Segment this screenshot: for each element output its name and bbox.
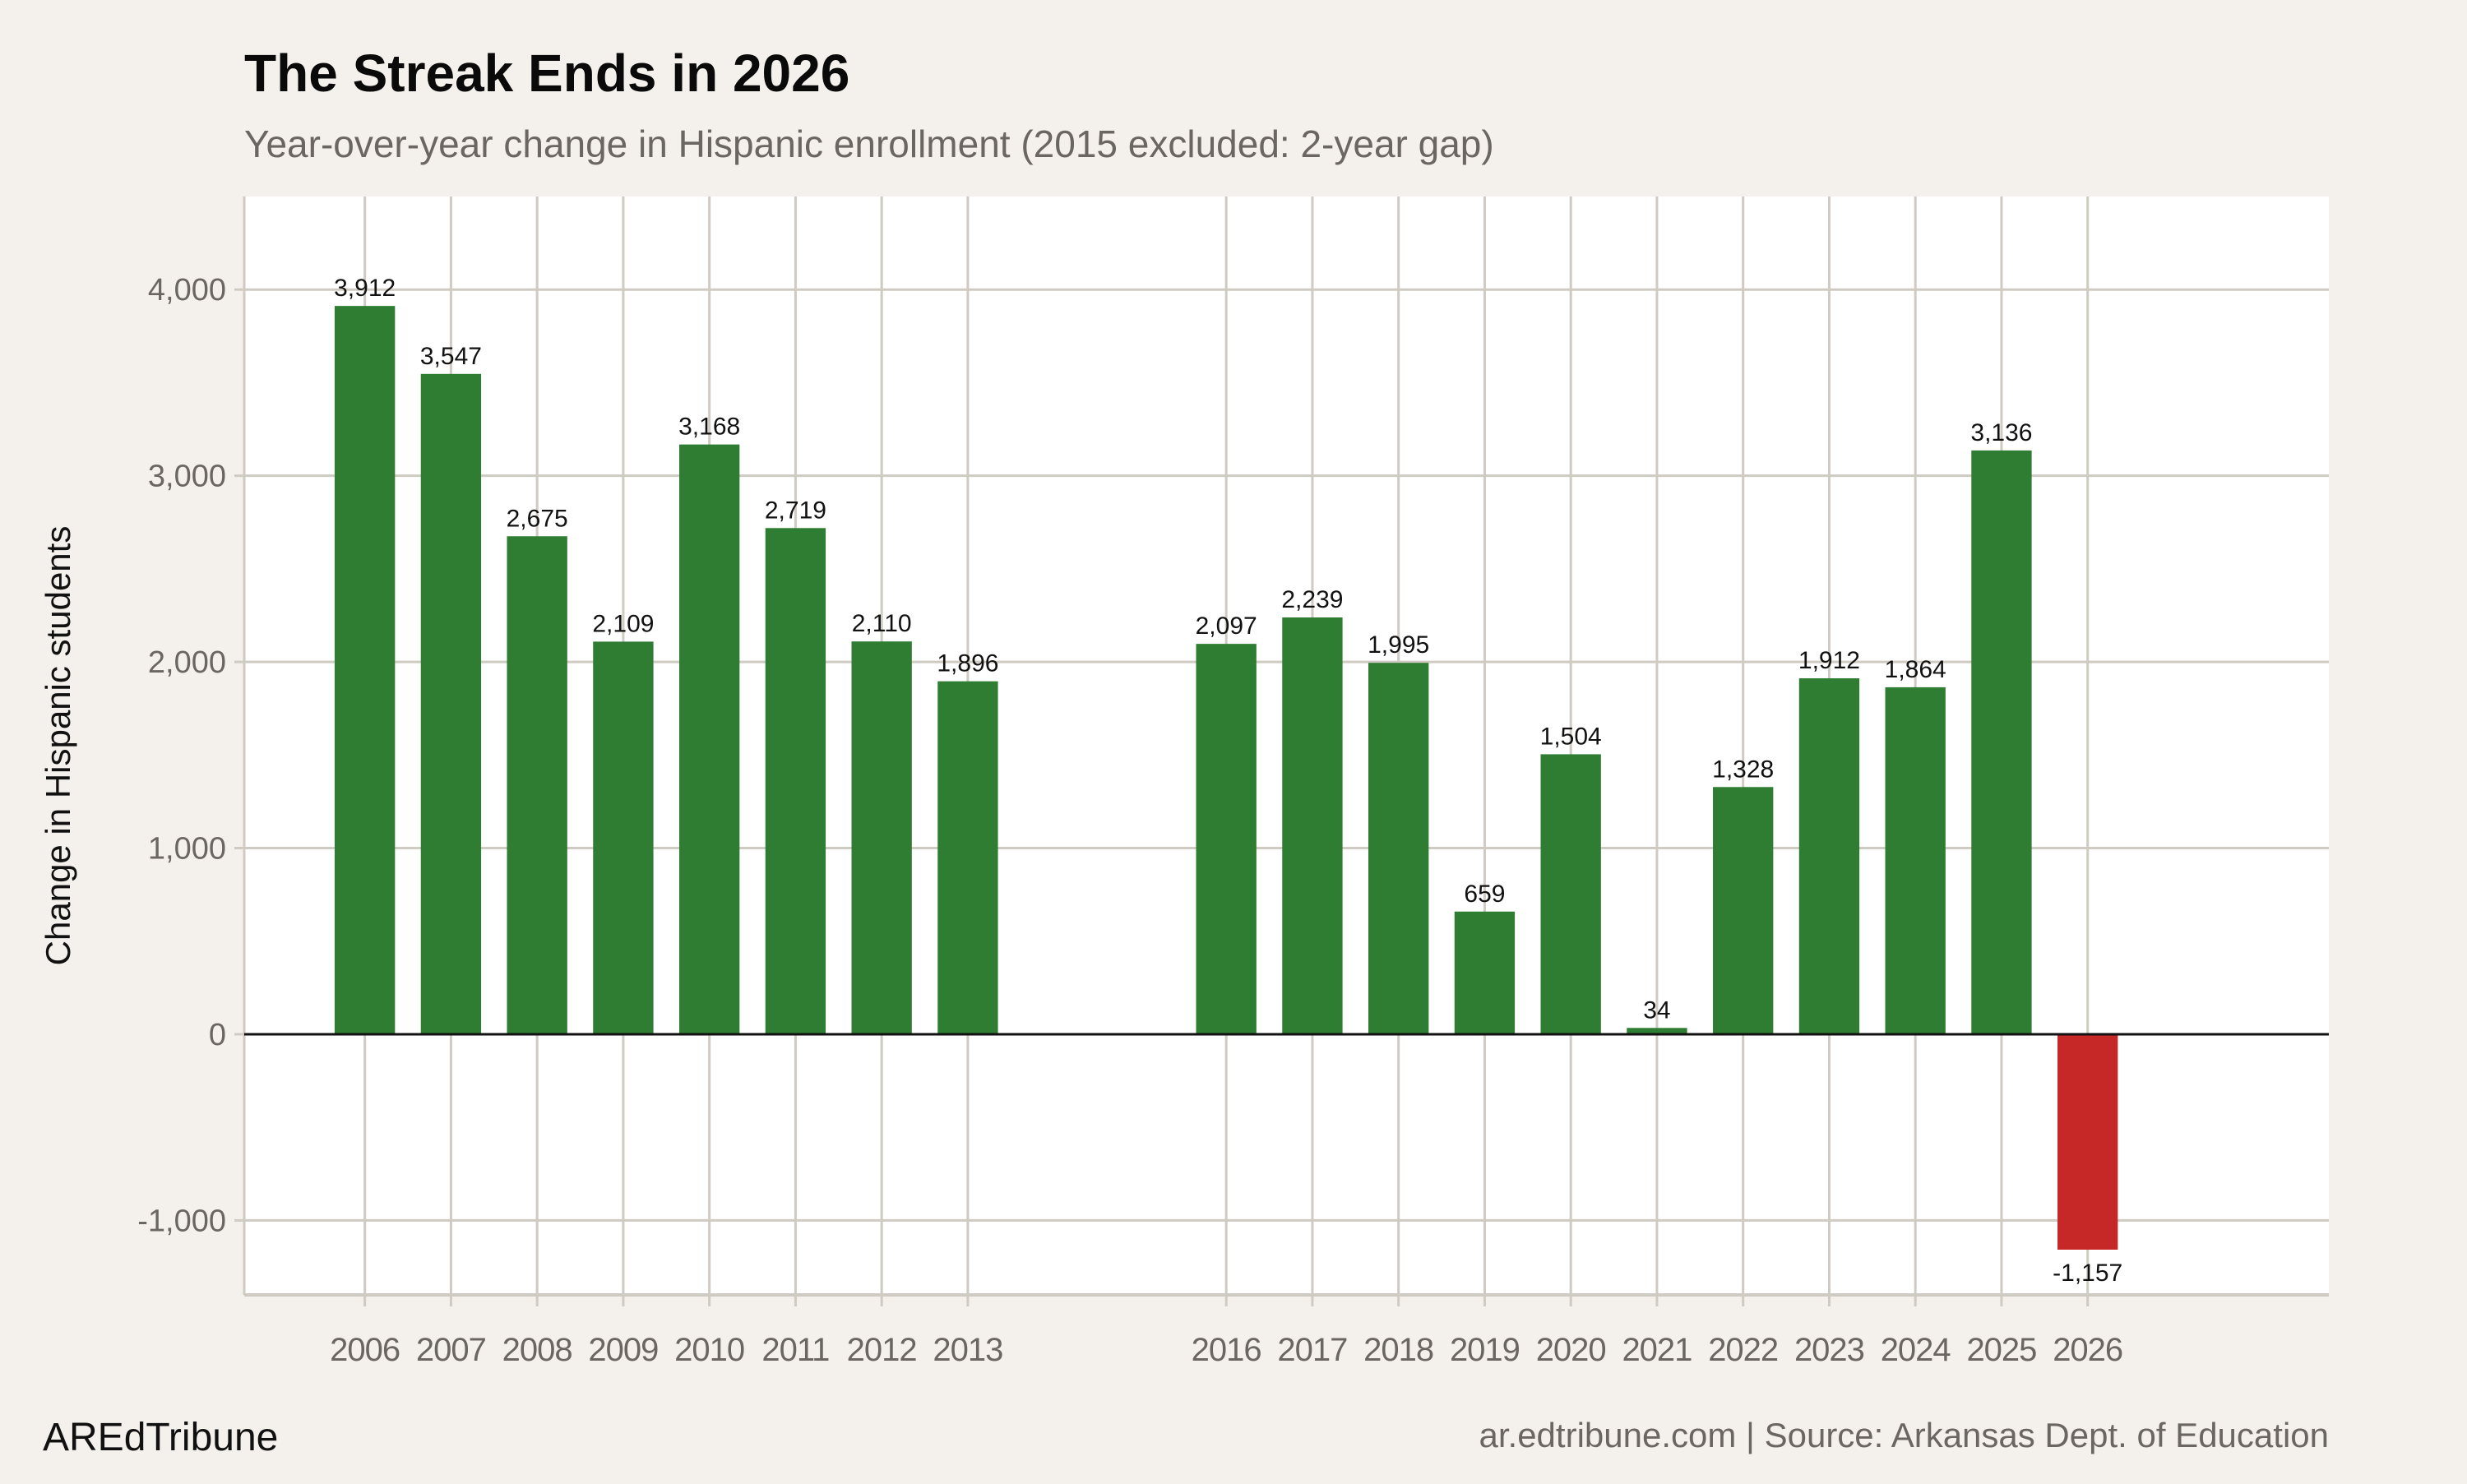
bar-2008 [507,536,567,1034]
x-tick-label: 2017 [1277,1332,1347,1368]
bar-2023 [1798,678,1860,1034]
y-tick-label: 3,000 [148,460,226,494]
data-label-2026: -1,157 [2053,1260,2122,1287]
chart-title: The Streak Ends in 2026 [244,44,849,103]
bar-2009 [593,641,654,1034]
y-tick-label: 4,000 [148,273,226,307]
data-label-2007: 3,547 [420,343,482,370]
source-note: ar.edtribune.com | Source: Arkansas Dept… [1479,1416,2330,1454]
bar-2024 [1885,687,1946,1034]
x-tick-label: 2008 [502,1332,572,1368]
data-label-2018: 1,995 [1368,631,1429,659]
data-label-2023: 1,912 [1798,647,1860,674]
x-tick-label: 2006 [330,1332,400,1368]
x-tick-label: 2019 [1450,1332,1520,1368]
bar-2016 [1196,644,1257,1034]
x-tick-label: 2020 [1536,1332,1606,1368]
x-tick-label: 2010 [674,1332,744,1368]
bar-2011 [765,528,826,1034]
x-tick-label: 2022 [1708,1332,1778,1368]
x-tick-label: 2013 [933,1332,1002,1368]
bar-2026 [2057,1033,2118,1250]
bars [244,306,2329,1250]
data-label-2006: 3,912 [334,275,396,302]
data-label-2009: 2,109 [592,610,654,637]
bar-2007 [420,373,482,1034]
bar-2018 [1368,663,1429,1034]
x-tick-label: 2026 [2053,1332,2122,1368]
data-label-2017: 2,239 [1281,586,1343,613]
x-tick-label: 2023 [1794,1332,1864,1368]
y-axis-ticks: -1,000 0 1,000 2,000 3,000 4,000 [137,273,244,1238]
x-tick-label: 2018 [1363,1332,1433,1368]
x-tick-label: 2009 [588,1332,658,1368]
data-label-2024: 1,864 [1885,656,1946,683]
data-label-2025: 3,136 [1970,419,2032,446]
data-label-2019: 659 [1464,881,1505,908]
x-tick-label: 2012 [847,1332,917,1368]
data-label-2011: 2,719 [765,497,826,524]
y-tick-label: -1,000 [137,1204,226,1238]
bar-2020 [1540,754,1601,1034]
y-tick-label: 1,000 [148,832,226,867]
data-label-2022: 1,328 [1712,756,1774,783]
y-tick-label: 0 [209,1018,226,1052]
data-label-2008: 2,675 [507,505,568,532]
data-label-2020: 1,504 [1540,723,1602,750]
data-label-2010: 3,168 [678,414,740,441]
data-label-2012: 2,110 [852,610,912,637]
bar-2017 [1282,617,1343,1034]
bar-2025 [1971,450,2032,1034]
x-tick-label: 2011 [761,1332,829,1368]
y-tick-label: 2,000 [148,645,226,680]
bar-2006 [334,306,396,1034]
bar-2013 [937,681,998,1034]
bar-2010 [678,444,740,1034]
bar-2022 [1713,787,1774,1034]
y-axis-title: Change in Hispanic students [39,526,77,966]
chart-subtitle: Year-over-year change in Hispanic enroll… [244,123,1494,165]
x-tick-label: 2024 [1881,1332,1951,1368]
x-tick-label: 2021 [1622,1332,1692,1368]
x-axis-ticks: 2006 2007 2008 2009 2010 2011 2012 2013 2016 2017… [330,1295,2123,1368]
data-labels: 3,912 3,547 2,675 2,109 3,168 2,719 2,110 1,896… [334,275,2122,1287]
brand-label: AREdTribune [43,1416,278,1459]
x-tick-label: 2025 [1966,1332,2036,1368]
bar-2019 [1454,911,1516,1034]
data-label-2016: 2,097 [1196,613,1257,640]
data-label-2013: 1,896 [937,650,998,677]
data-label-2021: 34 [1643,996,1670,1024]
bar-2021 [1627,1028,1687,1034]
x-tick-label: 2007 [416,1332,486,1368]
bar-2012 [851,641,912,1034]
x-tick-label: 2016 [1192,1332,1261,1368]
